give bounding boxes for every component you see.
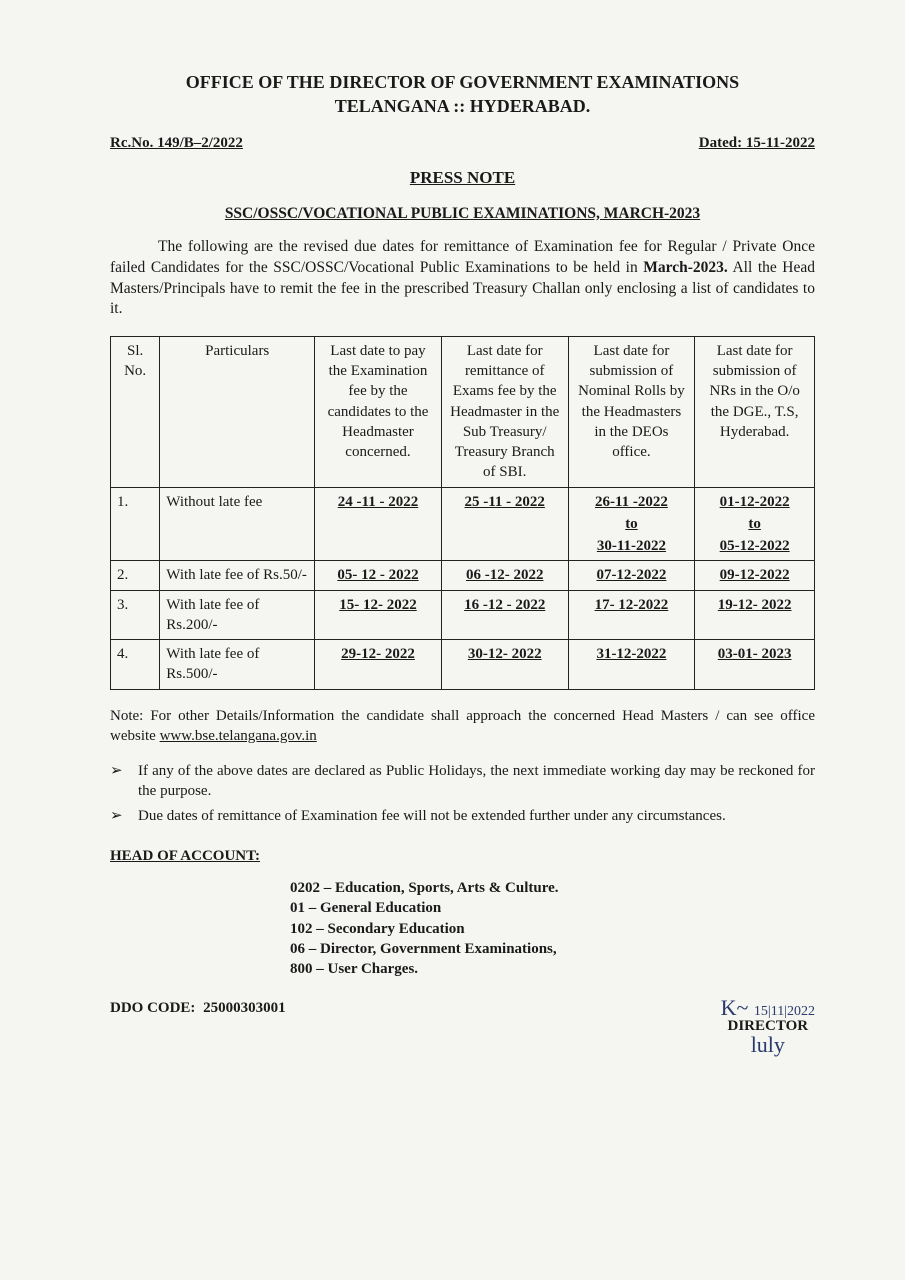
account-line: 102 – Secondary Education bbox=[290, 919, 815, 939]
date-to-label: to bbox=[701, 514, 808, 534]
date-value: 24 -11 - 2022 bbox=[338, 494, 418, 510]
date-value: 07-12-2022 bbox=[596, 567, 666, 583]
cell-sl: 4. bbox=[111, 640, 160, 690]
date-from: 26-11 -2022 bbox=[595, 494, 668, 510]
cell-part: With late fee of Rs.200/- bbox=[160, 590, 315, 640]
sig-mark: K~ bbox=[721, 995, 749, 1020]
signature-scribble: K~ 15|11|2022 bbox=[721, 997, 815, 1019]
press-note-heading: PRESS NOTE bbox=[110, 167, 815, 190]
cell-part: With late fee of Rs.50/- bbox=[160, 561, 315, 590]
signature-scribble2: luly bbox=[721, 1034, 815, 1056]
cell-c3: 31-12-2022 bbox=[568, 640, 695, 690]
intro-bold: March-2023. bbox=[643, 259, 728, 276]
office-title-line1: OFFICE OF THE DIRECTOR OF GOVERNMENT EXA… bbox=[110, 70, 815, 94]
date-value: 19-12- 2022 bbox=[718, 597, 792, 613]
bullet-icon: ➢ bbox=[110, 806, 138, 826]
cell-c3: 26-11 -2022 to 30-11-2022 bbox=[568, 487, 695, 561]
cell-sl: 3. bbox=[111, 590, 160, 640]
date-to: 05-12-2022 bbox=[720, 538, 790, 554]
table-row: 3. With late fee of Rs.200/- 15- 12- 202… bbox=[111, 590, 815, 640]
date-value: 29-12- 2022 bbox=[341, 646, 415, 662]
account-line: 0202 – Education, Sports, Arts & Culture… bbox=[290, 878, 815, 898]
ddo-value-text: 25000303001 bbox=[203, 1000, 286, 1016]
table-row: 2. With late fee of Rs.50/- 05- 12 - 202… bbox=[111, 561, 815, 590]
intro-paragraph: The following are the revised due dates … bbox=[110, 237, 815, 321]
reference-number: Rc.No. 149/B–2/2022 bbox=[110, 133, 243, 153]
cell-c1: 05- 12 - 2022 bbox=[315, 561, 442, 590]
th-sl: Sl. No. bbox=[111, 336, 160, 487]
th-c4: Last date for submission of NRs in the O… bbox=[695, 336, 815, 487]
cell-part: Without late fee bbox=[160, 487, 315, 561]
bullet-text: Due dates of remittance of Examination f… bbox=[138, 806, 726, 826]
date-value: 31-12-2022 bbox=[596, 646, 666, 662]
office-title-line2: TELANGANA :: HYDERABAD. bbox=[110, 94, 815, 118]
date-value: 17- 12-2022 bbox=[595, 597, 669, 613]
cell-sl: 1. bbox=[111, 487, 160, 561]
bullet-text: If any of the above dates are declared a… bbox=[138, 761, 815, 802]
th-c1: Last date to pay the Examination fee by … bbox=[315, 336, 442, 487]
table-header-row: Sl. No. Particulars Last date to pay the… bbox=[111, 336, 815, 487]
list-item: ➢ If any of the above dates are declared… bbox=[110, 761, 815, 802]
head-of-account-label: HEAD OF ACCOUNT: bbox=[110, 846, 815, 866]
account-lines: 0202 – Education, Sports, Arts & Culture… bbox=[110, 878, 815, 979]
account-line: 06 – Director, Government Examinations, bbox=[290, 939, 815, 959]
cell-part: With late fee of Rs.500/- bbox=[160, 640, 315, 690]
note-prefix: Note: bbox=[110, 708, 150, 724]
sig-date: 15|11|2022 bbox=[754, 1004, 815, 1019]
date-to: 30-11-2022 bbox=[597, 538, 666, 554]
cell-sl: 2. bbox=[111, 561, 160, 590]
signature-block: K~ 15|11|2022 DIRECTOR luly bbox=[721, 997, 815, 1056]
subject-heading: SSC/OSSC/VOCATIONAL PUBLIC EXAMINATIONS,… bbox=[110, 204, 815, 225]
th-part: Particulars bbox=[160, 336, 315, 487]
note-website: www.bse.telangana.gov.in bbox=[160, 728, 317, 744]
date-to-label: to bbox=[575, 514, 689, 534]
cell-c4: 01-12-2022 to 05-12-2022 bbox=[695, 487, 815, 561]
th-c2: Last date for remittance of Exams fee by… bbox=[441, 336, 568, 487]
dated: Dated: 15-11-2022 bbox=[699, 133, 815, 153]
th-c3: Last date for submission of Nominal Roll… bbox=[568, 336, 695, 487]
schedule-table: Sl. No. Particulars Last date to pay the… bbox=[110, 336, 815, 690]
cell-c1: 15- 12- 2022 bbox=[315, 590, 442, 640]
cell-c1: 29-12- 2022 bbox=[315, 640, 442, 690]
bullet-icon: ➢ bbox=[110, 761, 138, 781]
cell-c4: 19-12- 2022 bbox=[695, 590, 815, 640]
cell-c2: 16 -12 - 2022 bbox=[441, 590, 568, 640]
cell-c2: 06 -12- 2022 bbox=[441, 561, 568, 590]
cell-c4: 03-01- 2023 bbox=[695, 640, 815, 690]
account-line: 01 – General Education bbox=[290, 898, 815, 918]
cell-c4: 09-12-2022 bbox=[695, 561, 815, 590]
table-row: 4. With late fee of Rs.500/- 29-12- 2022… bbox=[111, 640, 815, 690]
cell-c2: 25 -11 - 2022 bbox=[441, 487, 568, 561]
account-line: 800 – User Charges. bbox=[290, 959, 815, 979]
date-value: 16 -12 - 2022 bbox=[464, 597, 545, 613]
cell-c3: 07-12-2022 bbox=[568, 561, 695, 590]
date-value: 03-01- 2023 bbox=[718, 646, 792, 662]
ddo-code: DDO CODE: 25000303001 bbox=[110, 997, 286, 1019]
date-value: 30-12- 2022 bbox=[468, 646, 542, 662]
date-value: 15- 12- 2022 bbox=[339, 597, 417, 613]
cell-c2: 30-12- 2022 bbox=[441, 640, 568, 690]
cell-c3: 17- 12-2022 bbox=[568, 590, 695, 640]
date-value: 09-12-2022 bbox=[720, 567, 790, 583]
date-value: 06 -12- 2022 bbox=[466, 567, 544, 583]
date-value: 25 -11 - 2022 bbox=[465, 494, 545, 510]
ddo-row: DDO CODE: 25000303001 K~ 15|11|2022 DIRE… bbox=[110, 997, 815, 1056]
note-paragraph: Note: For other Details/Information the … bbox=[110, 706, 815, 747]
date-value: 05- 12 - 2022 bbox=[337, 567, 418, 583]
cell-c1: 24 -11 - 2022 bbox=[315, 487, 442, 561]
table-row: 1. Without late fee 24 -11 - 2022 25 -11… bbox=[111, 487, 815, 561]
date-from: 01-12-2022 bbox=[720, 494, 790, 510]
bullet-list: ➢ If any of the above dates are declared… bbox=[110, 761, 815, 826]
ddo-label: DDO CODE: bbox=[110, 1000, 195, 1016]
list-item: ➢ Due dates of remittance of Examination… bbox=[110, 806, 815, 826]
meta-row: Rc.No. 149/B–2/2022 Dated: 15-11-2022 bbox=[110, 133, 815, 153]
